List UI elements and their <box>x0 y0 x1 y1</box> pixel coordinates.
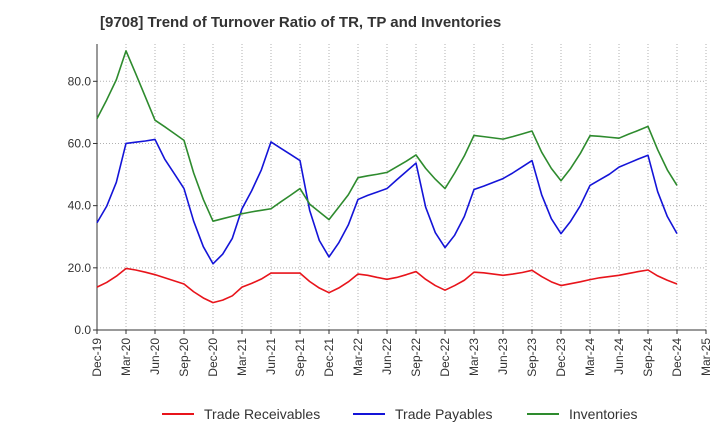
series-line-trade-payables <box>96 138 678 265</box>
x-tick-label: Sep-22 <box>409 338 423 377</box>
legend-label-trade-receivables: Trade Receivables <box>204 406 320 422</box>
x-tick-label: Dec-22 <box>438 338 452 377</box>
x-tick-label: Sep-20 <box>177 338 191 377</box>
x-tick-label: Mar-25 <box>699 338 713 376</box>
x-tick-label: Dec-19 <box>90 338 104 377</box>
y-tick-label: 0.0 <box>74 323 91 337</box>
x-tick-label: Mar-20 <box>119 338 133 376</box>
x-tick-label: Jun-23 <box>496 338 510 375</box>
x-tick-label: Mar-23 <box>467 338 481 376</box>
series-line-inventories <box>96 50 678 222</box>
x-tick-label: Dec-24 <box>670 338 684 377</box>
y-tick-label: 20.0 <box>68 261 92 275</box>
x-tick-label: Mar-22 <box>351 338 365 376</box>
y-tick-label: 80.0 <box>68 74 92 88</box>
y-tick-label: 60.0 <box>68 136 92 150</box>
x-tick-label: Jun-24 <box>612 338 626 375</box>
x-tick-label: Dec-20 <box>206 338 220 377</box>
x-tick-label: Jun-22 <box>380 338 394 375</box>
x-tick-label: Dec-23 <box>554 338 568 377</box>
legend-label-inventories: Inventories <box>569 406 637 422</box>
series-line-trade-receivables <box>96 267 678 304</box>
x-tick-label: Sep-24 <box>641 338 655 377</box>
y-tick-label: 40.0 <box>68 199 92 213</box>
x-tick-label: Mar-24 <box>583 338 597 376</box>
x-tick-label: Sep-21 <box>293 338 307 377</box>
x-tick-label: Jun-20 <box>148 338 162 375</box>
x-tick-label: Dec-21 <box>322 338 336 377</box>
chart-title: [9708] Trend of Turnover Ratio of TR, TP… <box>100 14 502 31</box>
x-tick-label: Mar-21 <box>235 338 249 376</box>
x-tick-label: Jun-21 <box>264 338 278 375</box>
legend-label-trade-payables: Trade Payables <box>395 406 493 422</box>
x-tick-label: Sep-23 <box>525 338 539 377</box>
